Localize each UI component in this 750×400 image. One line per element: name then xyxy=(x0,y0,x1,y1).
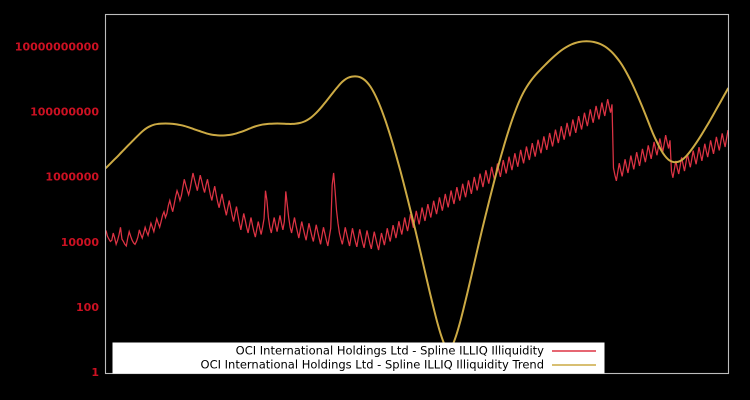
legend-background xyxy=(112,342,605,374)
y-axis-tick-label: 10000 xyxy=(61,236,100,249)
y-axis-tick-label: 100000000 xyxy=(30,106,99,119)
y-axis-tick-labels: 10000000000 100000000 1000000 10000 100 1 xyxy=(15,41,100,379)
y-axis-tick-label: 1000000 xyxy=(45,171,99,184)
y-axis-tick-label: 100 xyxy=(76,301,99,314)
legend-entry-trend-label: OCI International Holdings Ltd - Spline … xyxy=(201,358,544,372)
chart-legend[interactable]: OCI International Holdings Ltd - Spline … xyxy=(112,342,605,374)
trend-series-line xyxy=(106,40,728,352)
series-layer xyxy=(106,40,728,352)
illiq-series-line xyxy=(106,99,728,251)
y-axis-tick-label: 1 xyxy=(91,366,99,379)
y-axis-tick-label: 10000000000 xyxy=(15,41,100,54)
legend-entry-illiq-label: OCI International Holdings Ltd - Spline … xyxy=(236,344,545,358)
